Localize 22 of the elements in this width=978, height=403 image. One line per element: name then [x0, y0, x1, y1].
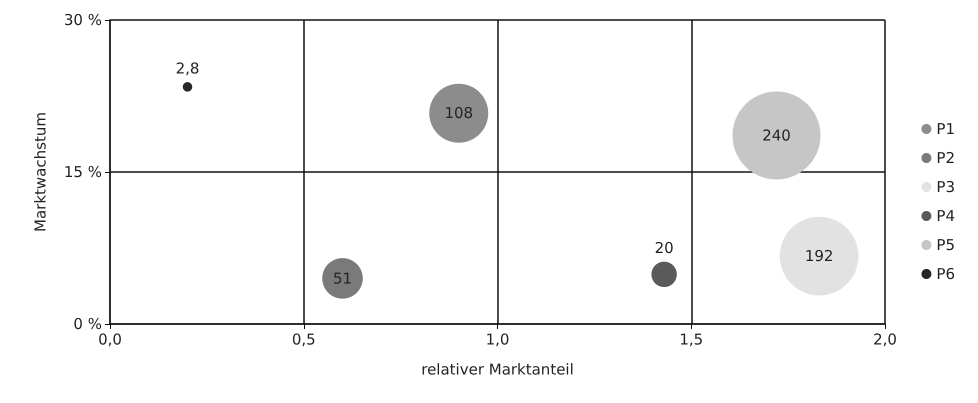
legend-label: P4 — [936, 207, 956, 225]
legend-label: P6 — [936, 265, 956, 283]
data-label: 2,8 — [176, 60, 200, 78]
y-tick-label: 0 % — [73, 315, 102, 333]
data-label: 240 — [762, 126, 791, 145]
x-tick-label: 0,0 — [98, 330, 122, 348]
data-label: 20 — [654, 239, 674, 258]
y-axis-title: Marktwachstum — [32, 112, 50, 232]
data-label: 51 — [332, 269, 352, 288]
x-tick-label: 0,5 — [292, 330, 316, 348]
data-label: 192 — [804, 247, 834, 266]
legend-label: P2 — [936, 149, 956, 167]
x-tick-label: 1,0 — [486, 330, 510, 348]
x-axis-title: relativer Marktanteil — [421, 360, 574, 378]
x-tick-label: 1,5 — [679, 330, 704, 348]
legend-label: P1 — [936, 120, 956, 138]
y-tick-label: 30 % — [64, 11, 102, 29]
legend-label: P5 — [936, 236, 956, 254]
legend-label: P3 — [936, 178, 956, 196]
data-label: 108 — [444, 104, 474, 122]
y-tick-label: 15 % — [64, 163, 102, 181]
x-tick-label: 2,0 — [873, 330, 897, 348]
